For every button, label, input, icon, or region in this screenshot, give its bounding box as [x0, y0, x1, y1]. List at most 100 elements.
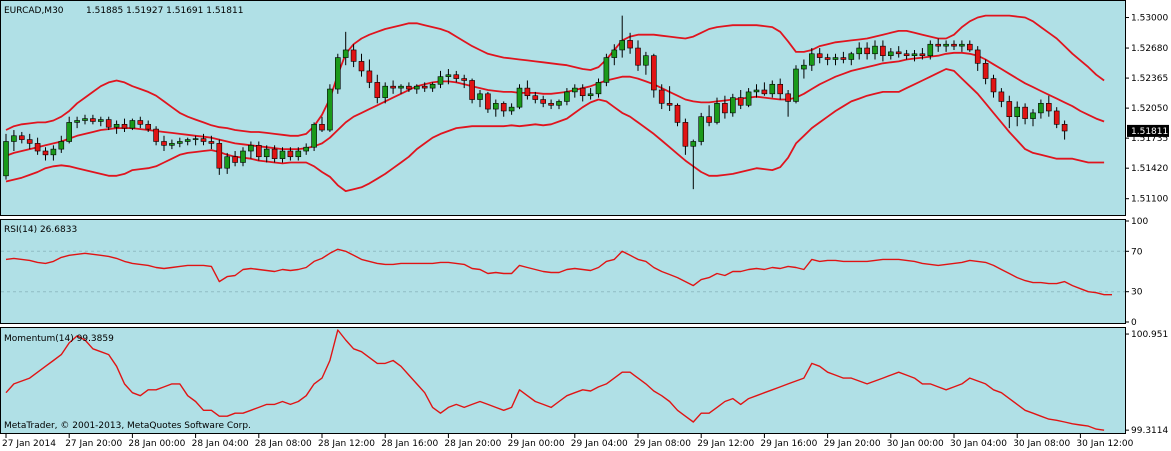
candle-body	[564, 91, 570, 102]
candle	[1006, 95, 1013, 129]
candle	[358, 53, 365, 77]
candle-body	[105, 119, 112, 128]
candle	[974, 46, 981, 71]
candle-body	[737, 97, 744, 106]
candle-body	[619, 40, 626, 51]
candle-body	[532, 95, 539, 100]
candle-body	[848, 53, 855, 60]
candle-body	[824, 57, 831, 60]
symbol-label: EURCAD,M30	[4, 6, 64, 16]
time-tick-label: 28 Jan 20:00	[444, 439, 501, 449]
candle-body	[327, 88, 333, 131]
candle	[1053, 107, 1060, 129]
candle	[485, 91, 491, 113]
candle	[200, 133, 207, 146]
candle-body	[872, 45, 878, 55]
candle-body	[1038, 103, 1044, 114]
candle-body	[690, 141, 697, 147]
candle	[342, 31, 349, 66]
candle-body	[66, 122, 72, 142]
candle-body	[98, 119, 104, 122]
candle-body	[927, 43, 934, 56]
candle	[548, 99, 554, 110]
candle-body	[595, 82, 602, 95]
candle-body	[200, 138, 207, 142]
momentum-title: Momentum(14) 99.3859	[4, 334, 114, 344]
candle	[224, 152, 230, 174]
candle	[666, 86, 673, 111]
candle	[1038, 99, 1044, 119]
candle	[864, 42, 870, 60]
candle	[271, 145, 278, 163]
candle	[161, 135, 167, 152]
candle	[777, 78, 784, 100]
candle	[951, 40, 957, 50]
candle-body	[263, 148, 270, 158]
candle	[1014, 101, 1021, 127]
time-tick-label: 29 Jan 04:00	[571, 439, 628, 449]
candle-body	[1014, 106, 1021, 117]
copyright-label: MetaTrader, © 2001-2013, MetaQuotes Soft…	[4, 421, 251, 431]
upper-band-line	[5, 14, 1105, 137]
candle-body	[880, 45, 886, 56]
candle-body	[840, 57, 847, 60]
time-tick-label: 30 Jan 08:00	[1013, 439, 1070, 449]
candle-body	[887, 51, 894, 56]
candle	[311, 122, 317, 152]
candle-body	[382, 85, 389, 98]
candle-body	[753, 89, 760, 93]
candle-body	[342, 49, 349, 58]
candle	[26, 133, 33, 150]
candle	[492, 99, 499, 117]
candle	[611, 44, 618, 66]
candle	[935, 38, 942, 52]
candle	[729, 93, 736, 117]
ohlc-label: 1.51885 1.51927 1.51691 1.51811	[86, 6, 243, 16]
candle-body	[350, 49, 357, 62]
candle-body	[635, 47, 641, 66]
candle-body	[208, 141, 215, 144]
candle	[263, 145, 270, 163]
candle-body	[1022, 106, 1028, 119]
candle-body	[1046, 103, 1052, 112]
axis-tick-label: 1.52680	[1131, 44, 1168, 54]
candle	[11, 130, 17, 152]
candle-body	[856, 47, 863, 55]
candle	[50, 145, 57, 161]
axis-tick-label: 1.52365	[1131, 74, 1168, 84]
candle-body	[248, 145, 254, 152]
candle-body	[50, 148, 57, 156]
candle	[516, 84, 523, 110]
candle-body	[793, 68, 799, 102]
candle	[184, 137, 191, 146]
candle	[674, 103, 681, 127]
candle	[82, 114, 88, 125]
candle-body	[508, 106, 515, 112]
candle-body	[895, 51, 902, 55]
lower-band-line	[5, 68, 1105, 193]
candle-body	[808, 53, 815, 66]
candle-body	[26, 139, 33, 144]
candle-body	[769, 83, 776, 95]
candle	[429, 82, 436, 92]
candle	[421, 82, 428, 92]
candle-body	[579, 87, 586, 97]
candle-body	[358, 61, 365, 72]
candle	[824, 53, 831, 66]
candle-body	[911, 53, 918, 56]
candle	[556, 99, 562, 110]
momentum-pane[interactable]	[0, 327, 1126, 434]
candle-body	[556, 101, 562, 106]
candle	[113, 120, 120, 134]
middle-band-line	[5, 51, 1105, 157]
candle	[579, 84, 586, 102]
candle-body	[682, 122, 689, 147]
candle	[737, 90, 744, 110]
candle-body	[18, 135, 25, 140]
candle-body	[777, 83, 784, 95]
main-price-pane[interactable]	[0, 0, 1126, 216]
candle-body	[1030, 112, 1036, 119]
price-axis: 1.53000 1.52680 1.52365 1.52050 1.51735 1.514…	[1125, 14, 1168, 205]
momentum-line	[5, 329, 1105, 431]
candle-body	[571, 87, 578, 93]
